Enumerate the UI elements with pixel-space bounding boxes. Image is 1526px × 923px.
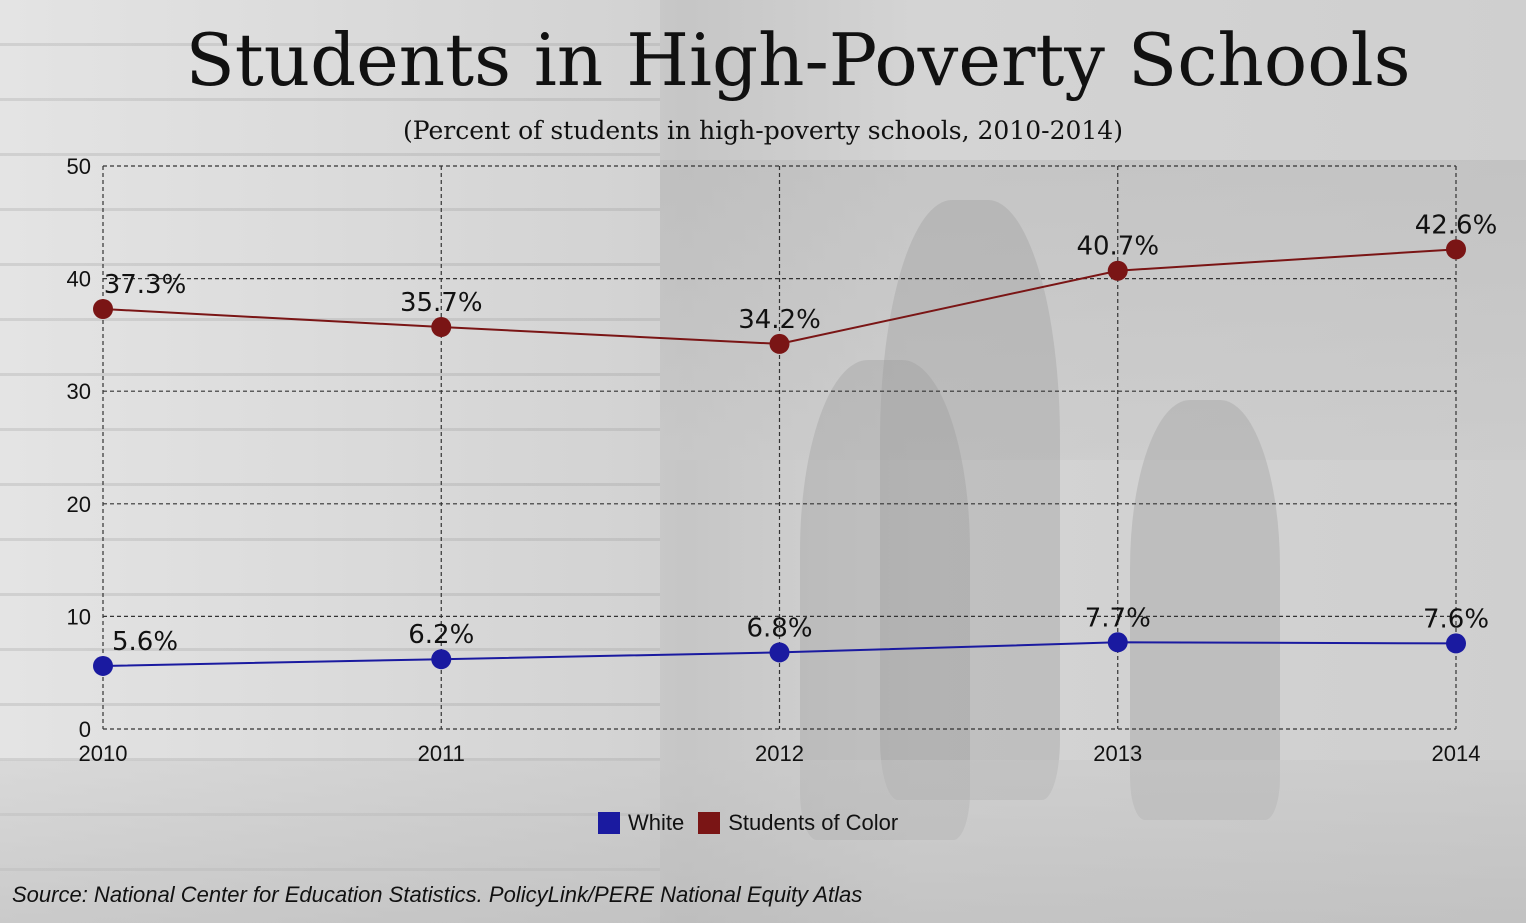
data-point-white-2010 bbox=[93, 655, 113, 676]
y-tick-label-50: 50 bbox=[67, 154, 91, 179]
data-label-white-2011: 6.2% bbox=[408, 620, 474, 650]
data-point-white-2014 bbox=[1446, 633, 1466, 654]
legend-item-students-of-color: Students of Color bbox=[698, 810, 898, 836]
data-label-students-of-color-2013: 40.7% bbox=[1076, 232, 1159, 262]
data-point-students-of-color-2012 bbox=[769, 333, 790, 354]
background-street bbox=[660, 160, 1526, 460]
x-tick-label-2010: 2010 bbox=[79, 741, 128, 766]
chart-title: Students in High-Poverty Schools bbox=[185, 18, 1411, 102]
y-tick-label-20: 20 bbox=[67, 492, 91, 517]
x-tick-label-2012: 2012 bbox=[755, 741, 804, 766]
y-tick-label-0: 0 bbox=[79, 717, 91, 742]
data-label-white-2012: 6.8% bbox=[746, 613, 812, 643]
x-tick-label-2014: 2014 bbox=[1432, 741, 1481, 766]
data-point-students-of-color-2010 bbox=[93, 299, 113, 320]
legend-label-students-of-color: Students of Color bbox=[728, 810, 899, 835]
y-tick-label-30: 30 bbox=[67, 379, 91, 404]
data-label-students-of-color-2010: 37.3% bbox=[104, 270, 187, 300]
source-note: Source: National Center for Education St… bbox=[12, 882, 863, 907]
x-tick-label-2013: 2013 bbox=[1093, 741, 1142, 766]
data-point-white-2011 bbox=[431, 649, 452, 670]
data-point-students-of-color-2013 bbox=[1107, 260, 1128, 281]
data-label-white-2014: 7.6% bbox=[1423, 604, 1489, 634]
y-tick-label-10: 10 bbox=[67, 604, 91, 629]
legend-item-white: White bbox=[598, 810, 684, 836]
x-tick-label-2011: 2011 bbox=[418, 741, 465, 766]
chart-legend: White Students of Color bbox=[598, 810, 912, 836]
legend-label-white: White bbox=[628, 810, 685, 835]
data-point-white-2013 bbox=[1107, 632, 1128, 653]
background-ground bbox=[0, 760, 1526, 923]
data-label-white-2013: 7.7% bbox=[1085, 603, 1151, 633]
data-label-students-of-color-2012: 34.2% bbox=[738, 305, 821, 335]
data-point-white-2012 bbox=[769, 642, 790, 663]
legend-swatch-white bbox=[598, 812, 620, 834]
data-label-students-of-color-2011: 35.7% bbox=[400, 288, 483, 318]
data-point-students-of-color-2014 bbox=[1446, 239, 1466, 260]
legend-swatch-students-of-color bbox=[698, 812, 721, 834]
background-child-figure-2 bbox=[1130, 400, 1280, 820]
chart-subtitle: (Percent of students in high-poverty sch… bbox=[403, 116, 1123, 145]
data-label-students-of-color-2014: 42.6% bbox=[1415, 210, 1498, 240]
data-label-white-2010: 5.6% bbox=[112, 627, 178, 657]
y-tick-label-40: 40 bbox=[67, 267, 91, 292]
background-adult-figure bbox=[880, 200, 1060, 800]
data-point-students-of-color-2011 bbox=[431, 317, 452, 338]
